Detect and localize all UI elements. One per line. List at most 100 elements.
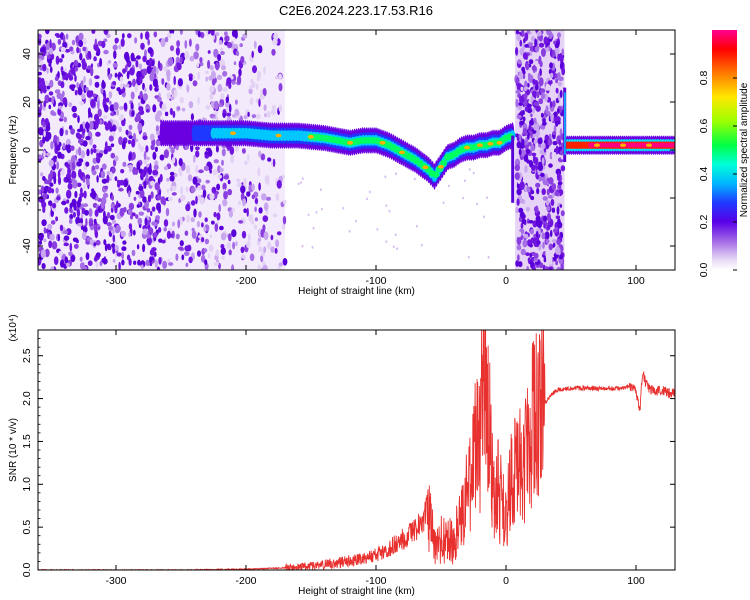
noise-speckle [312,226,315,230]
noise-speckle [49,79,54,88]
ridge-mark [432,171,440,178]
noise-speckle [207,50,211,54]
noise-speckle [522,109,525,116]
ridge-hotspot [464,145,470,150]
noise-speckle [394,233,397,237]
noise-speckle [61,90,65,97]
noise-speckle [86,148,90,157]
noise-speckle [315,211,318,214]
noise-speckle [262,215,269,223]
noise-speckle [95,196,99,201]
noise-speckle [65,129,69,136]
noise-speckle [94,164,100,170]
noise-speckle [531,35,536,42]
noise-speckle [516,198,520,206]
noise-speckle [271,48,276,56]
noise-speckle [151,60,155,67]
noise-speckle [514,164,520,172]
noise-speckle [81,208,85,214]
noise-speckle [61,70,65,76]
noise-speckle [219,225,224,231]
noise-speckle [118,136,123,145]
noise-speckle [169,171,175,176]
noise-speckle [251,50,254,59]
noise-speckle [262,88,267,97]
noise-speckle [255,83,259,91]
noise-speckle [102,215,108,225]
noise-speckle [145,259,150,266]
noise-speckle [232,241,236,250]
noise-speckle [385,240,388,244]
noise-speckle [556,206,560,215]
noise-speckle [166,230,171,239]
noise-speckle [533,257,539,263]
noise-speckle [215,32,220,37]
noise-speckle [94,38,98,46]
noise-speckle [551,183,557,191]
noise-speckle [557,81,562,87]
noise-speckle [549,72,554,78]
noise-speckle [169,233,173,238]
noise-speckle [535,182,541,188]
noise-speckle [153,164,159,171]
noise-speckle [532,108,535,114]
y-axis-label: Frequency (Hz) [8,116,19,185]
noise-speckle [142,93,148,101]
noise-speckle [147,38,150,46]
noise-speckle [38,196,42,203]
noise-speckle [541,232,546,240]
noise-speckle [54,89,61,94]
noise-speckle [130,102,134,111]
noise-speckle [243,177,247,187]
noise-speckle [42,193,48,200]
noise-speckle [229,146,235,155]
noise-speckle [520,248,526,256]
noise-speckle [133,196,137,201]
noise-speckle [92,93,97,98]
noise-speckle [543,257,547,263]
noise-speckle [522,116,526,122]
x-axis-label: Height of straight line (km) [298,586,415,597]
noise-speckle [129,67,135,76]
noise-speckle [231,30,237,38]
noise-speckle [76,46,80,54]
noise-speckle [275,192,280,201]
noise-speckle [559,204,563,208]
noise-speckle [118,261,121,270]
noise-speckle [556,120,561,125]
noise-speckle [49,182,54,187]
noise-speckle [249,253,255,262]
noise-speckle [536,31,542,37]
noise-speckle [53,175,57,185]
noise-speckle [76,161,82,167]
noise-speckle [533,102,540,106]
noise-speckle [142,55,147,63]
noise-speckle [146,156,150,161]
noise-speckle [156,140,161,146]
noise-speckle [261,251,265,257]
noise-speckle [144,87,147,93]
noise-speckle [130,91,135,100]
noise-speckle [522,127,528,136]
noise-speckle [83,190,87,199]
x-tick-label: -300 [105,575,126,587]
noise-speckle [555,78,558,84]
noise-speckle [103,38,108,43]
y-tick-label: 0.0 [21,563,33,578]
snr-panel: -300 -200 -100 0 100 0.0 0.5 1.0 1.5 2.0 2.5 Height… [8,314,676,597]
noise-speckle [106,145,112,152]
noise-speckle [65,199,70,204]
noise-speckle [86,90,93,98]
noise-speckle [548,163,553,168]
noise-speckle [41,201,47,209]
noise-speckle [537,137,543,145]
noise-speckle [535,84,539,91]
noise-speckle [541,48,546,57]
noise-speckle [181,107,186,112]
noise-speckle [163,227,167,232]
noise-speckle [45,30,50,35]
noise-speckle [258,98,261,108]
noise-speckle [218,39,223,46]
noise-speckle [162,260,168,269]
